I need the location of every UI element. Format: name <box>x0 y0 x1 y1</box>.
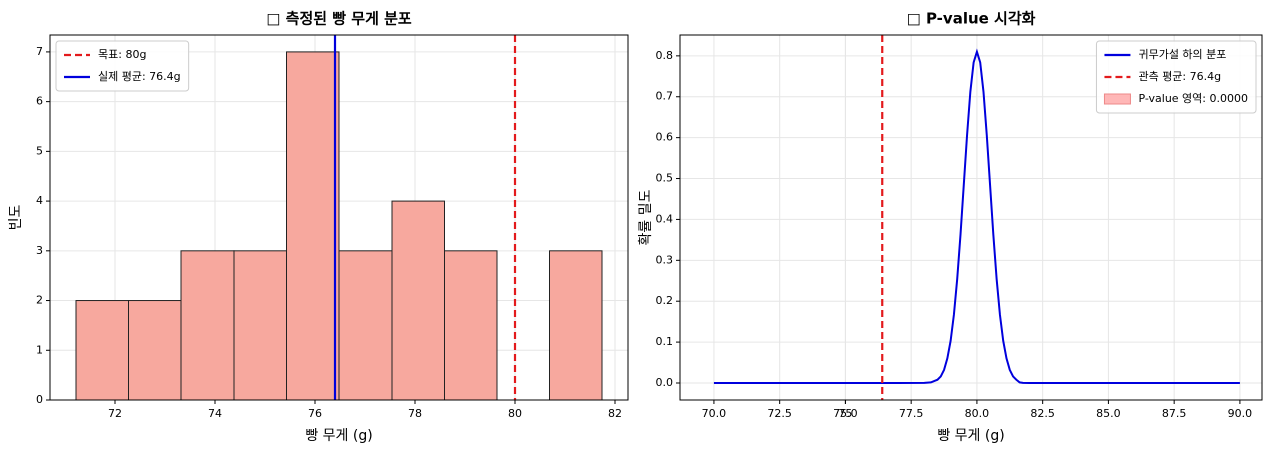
y-tick-label: 5 <box>36 144 43 157</box>
x-axis-label: 빵 무게 (g) <box>305 428 372 444</box>
legend-label: P-value 영역: 0.0000 <box>1138 92 1248 105</box>
legend: 목표: 80g 실제 평균: 76.4g <box>55 40 190 92</box>
y-axis-label: 확률 밀도 <box>638 189 654 245</box>
axes-frame <box>49 34 629 401</box>
x-tick-label: 82 <box>608 407 622 420</box>
legend-label: 귀무가설 하의 분포 <box>1138 47 1226 61</box>
legend-label: 목표: 80g <box>98 48 146 61</box>
y-tick-label: 0.0 <box>656 376 674 389</box>
x-tick-label: 90.0 <box>1228 407 1253 420</box>
y-tick-label: 0.4 <box>656 212 674 225</box>
legend-frame <box>1095 40 1257 114</box>
y-tick-label: 0.1 <box>656 335 674 348</box>
y-tick-label: 7 <box>36 45 43 58</box>
legend-label: 관측 평균: 76.4g <box>1138 70 1221 83</box>
legend-frame <box>55 40 190 92</box>
x-tick-label: 82.5 <box>1030 407 1055 420</box>
x-tick-label: 78 <box>408 407 422 420</box>
bar <box>128 300 182 401</box>
bar <box>549 250 603 401</box>
x-axis-label: 빵 무게 (g) <box>937 428 1004 444</box>
y-tick-label: 4 <box>36 194 43 207</box>
subplot: 72 74 76 78 80 82 0 1 2 3 4 5 6 7 □ 측정된 빵 무게 분포빵 무게 (g… <box>8 10 629 444</box>
axes-frame <box>679 34 1263 401</box>
y-tick-label: 1 <box>36 343 43 356</box>
x-tick-label: 70.0 <box>702 407 727 420</box>
bar <box>180 250 235 401</box>
x-tick-label: 75 <box>838 407 852 420</box>
x-tick-label: 72.5 <box>767 407 792 420</box>
x-tick-label: 80.0 <box>965 407 990 420</box>
x-tick-label: 76 <box>308 407 322 420</box>
y-tick-label: 0.8 <box>656 49 674 62</box>
chart-title: □ P-value 시각화 <box>907 10 1036 28</box>
bar <box>233 250 287 401</box>
x-tick-label: 85.0 <box>1096 407 1121 420</box>
bar <box>338 250 393 401</box>
y-tick-label: 0.7 <box>656 90 674 103</box>
line <box>713 48 1240 384</box>
chart-title: □ 측정된 빵 무게 분포 <box>266 10 412 28</box>
y-tick-label: 6 <box>36 95 43 108</box>
y-tick-label: 3 <box>36 244 43 257</box>
legend-label: 실제 평균: 76.4g <box>98 70 181 83</box>
bar <box>444 250 498 401</box>
x-tick-label: 74 <box>208 407 222 420</box>
y-tick-label: 0.2 <box>656 294 674 307</box>
legend-swatch <box>1103 93 1131 105</box>
y-tick-label: 0.6 <box>656 131 674 144</box>
y-tick-label: 0.3 <box>656 253 674 266</box>
y-tick-label: 0 <box>36 393 43 406</box>
y-tick-label: 0.5 <box>656 172 674 185</box>
bar <box>75 300 129 401</box>
bar <box>391 200 445 401</box>
y-tick-label: 2 <box>36 294 43 307</box>
bar <box>286 51 340 401</box>
x-tick-label: 77.5 <box>899 407 924 420</box>
x-tick-label: 75.0 <box>833 407 858 420</box>
x-tick-label: 87.5 <box>1162 407 1187 420</box>
y-axis-label: 빈도 <box>8 205 24 231</box>
x-tick-label: 80 <box>508 407 522 420</box>
x-tick-label: 72 <box>108 407 122 420</box>
